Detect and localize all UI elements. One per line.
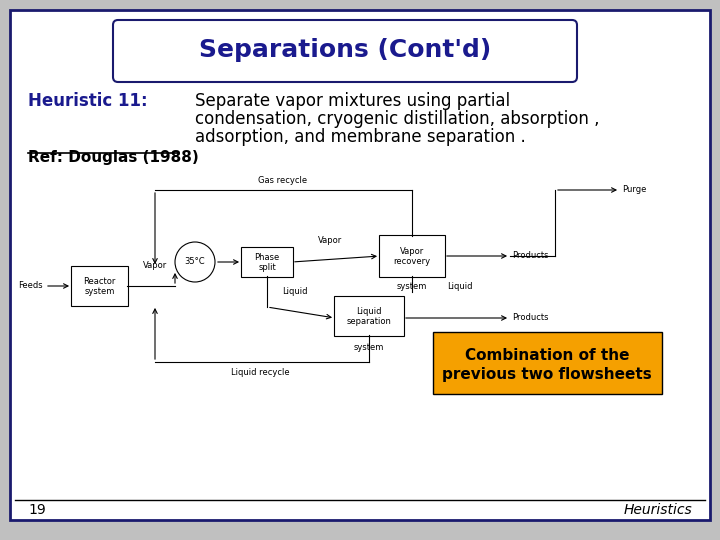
FancyBboxPatch shape bbox=[433, 332, 662, 394]
Text: Products: Products bbox=[512, 252, 549, 260]
Text: Gas recycle: Gas recycle bbox=[258, 176, 307, 185]
Text: Vapor: Vapor bbox=[400, 246, 424, 255]
Text: Phase: Phase bbox=[254, 253, 279, 261]
Text: Purge: Purge bbox=[622, 186, 647, 194]
Text: 19: 19 bbox=[28, 503, 46, 517]
Text: Heuristics: Heuristics bbox=[624, 503, 692, 517]
Text: Combination of the: Combination of the bbox=[464, 348, 629, 363]
Text: Heuristic 11:: Heuristic 11: bbox=[28, 92, 148, 110]
Text: Liquid: Liquid bbox=[447, 282, 472, 291]
Text: system: system bbox=[84, 287, 114, 295]
FancyBboxPatch shape bbox=[10, 10, 710, 520]
Text: condensation, cryogenic distillation, absorption ,: condensation, cryogenic distillation, ab… bbox=[195, 110, 600, 128]
Text: 35°C: 35°C bbox=[185, 256, 205, 266]
FancyBboxPatch shape bbox=[334, 296, 404, 336]
Text: system: system bbox=[397, 282, 427, 291]
Text: Products: Products bbox=[512, 314, 549, 322]
FancyBboxPatch shape bbox=[241, 247, 293, 277]
Text: Separations (Cont'd): Separations (Cont'd) bbox=[199, 38, 491, 62]
Text: Liquid recycle: Liquid recycle bbox=[230, 368, 289, 377]
Text: Feeds: Feeds bbox=[19, 281, 43, 291]
Text: system: system bbox=[354, 343, 384, 352]
FancyBboxPatch shape bbox=[379, 235, 445, 277]
FancyBboxPatch shape bbox=[71, 266, 128, 306]
Text: recovery: recovery bbox=[393, 256, 431, 266]
Text: Reactor: Reactor bbox=[84, 276, 116, 286]
Text: Liquid: Liquid bbox=[356, 307, 382, 315]
FancyBboxPatch shape bbox=[113, 20, 577, 82]
Text: Vapor: Vapor bbox=[318, 236, 342, 245]
Text: adsorption, and membrane separation .: adsorption, and membrane separation . bbox=[195, 128, 526, 146]
Text: Separate vapor mixtures using partial: Separate vapor mixtures using partial bbox=[195, 92, 510, 110]
Text: Vapor: Vapor bbox=[143, 261, 167, 270]
Text: Liquid: Liquid bbox=[282, 287, 307, 296]
Text: previous two flowsheets: previous two flowsheets bbox=[442, 368, 652, 382]
Text: separation: separation bbox=[346, 316, 392, 326]
Text: Ref: Douglas (1988): Ref: Douglas (1988) bbox=[28, 150, 199, 165]
Text: split: split bbox=[258, 262, 276, 272]
